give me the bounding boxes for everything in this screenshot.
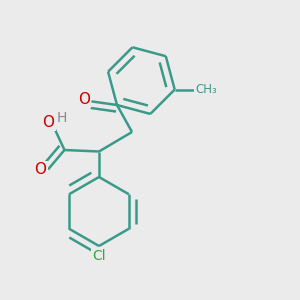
Text: O: O xyxy=(43,115,55,130)
Text: O: O xyxy=(78,92,90,106)
Text: O: O xyxy=(34,162,46,177)
Text: H: H xyxy=(56,111,67,124)
Text: CH₃: CH₃ xyxy=(195,83,217,96)
Text: Cl: Cl xyxy=(92,249,106,263)
